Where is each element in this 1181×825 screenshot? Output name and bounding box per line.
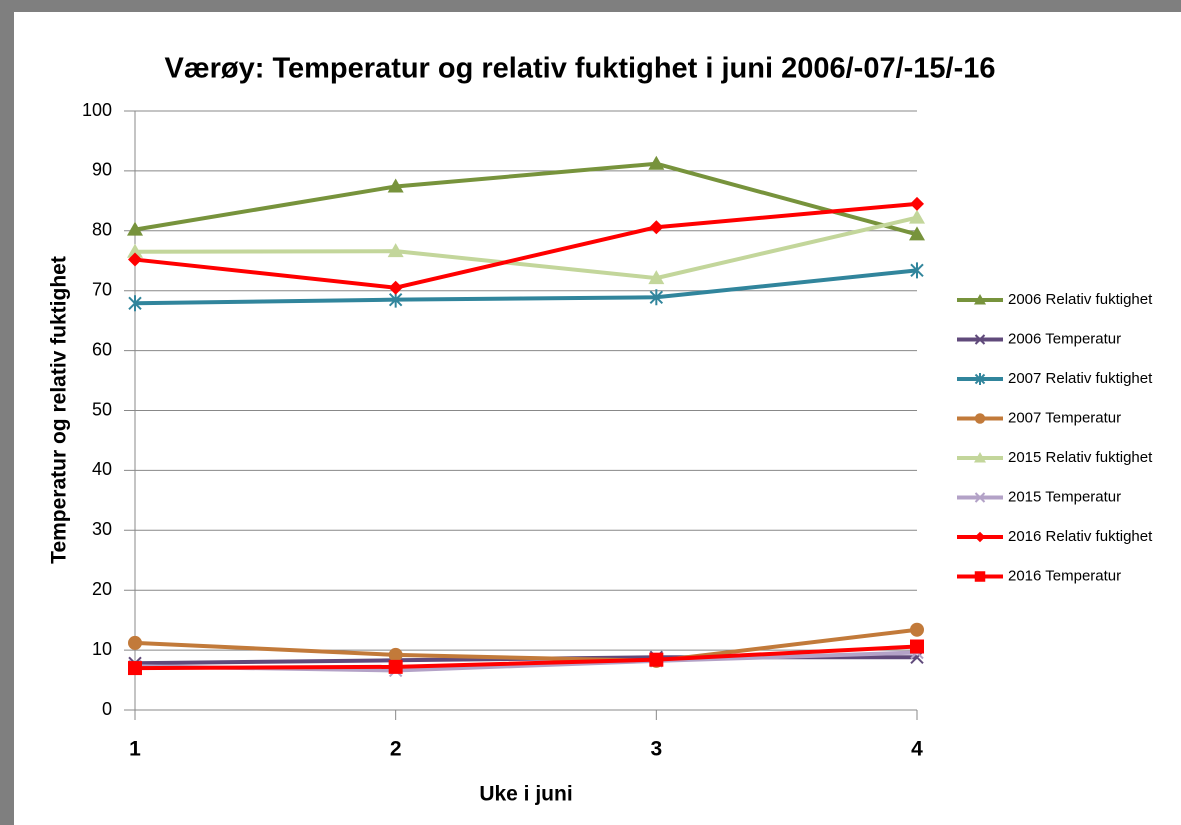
- x-tick-label: 2: [390, 738, 402, 761]
- series-line: [134, 161, 918, 237]
- legend-marker: [974, 531, 986, 543]
- series-line: [134, 627, 918, 663]
- legend-label: 2006 Temperatur: [1008, 330, 1121, 347]
- legend-label: 2007 Temperatur: [1008, 409, 1121, 426]
- data-point: [910, 639, 924, 654]
- legend-label: 2016 Temperatur: [1008, 567, 1121, 584]
- data-point: [649, 220, 664, 235]
- legend-label: 2016 Relativ fuktighet: [1008, 528, 1153, 545]
- y-tick-label: 30: [92, 519, 112, 539]
- data-point: [909, 209, 925, 224]
- x-tick-label: 1: [129, 738, 141, 761]
- y-tick-label: 60: [92, 339, 112, 359]
- y-tick-label: 100: [82, 100, 112, 120]
- legend-label: 2007 Relativ fuktighet: [1008, 370, 1153, 387]
- data-point: [910, 262, 924, 279]
- data-point: [127, 221, 143, 236]
- chart-title: Værøy: Temperatur og relativ fuktighet i…: [164, 53, 995, 85]
- x-axis-label: Uke i juni: [479, 783, 572, 806]
- chart: Værøy: Temperatur og relativ fuktighet i…: [14, 12, 1181, 825]
- data-point: [910, 622, 924, 637]
- series-line: [134, 215, 918, 281]
- data-point: [649, 652, 664, 667]
- data-point: [910, 196, 924, 211]
- data-point: [128, 635, 142, 650]
- y-tick-label: 70: [92, 279, 112, 299]
- y-axis-label: Temperatur og relativ fuktighet: [48, 256, 71, 564]
- y-tick-label: 40: [92, 459, 112, 479]
- y-tick-label: 0: [102, 699, 112, 719]
- series-line: [134, 201, 918, 290]
- y-tick-label: 90: [92, 160, 112, 180]
- legend-marker: [974, 373, 986, 385]
- series-line: [134, 268, 918, 306]
- legend-marker: [974, 571, 986, 582]
- legend-marker: [974, 492, 986, 503]
- data-point: [388, 280, 403, 295]
- x-tick-label: 3: [650, 738, 662, 761]
- legend-label: 2015 Temperatur: [1008, 488, 1121, 505]
- data-point: [387, 243, 404, 258]
- y-tick-label: 80: [92, 220, 112, 240]
- x-tick-label: 4: [911, 738, 923, 761]
- data-point: [388, 647, 403, 662]
- data-point: [128, 661, 142, 676]
- y-tick-label: 50: [92, 399, 112, 419]
- data-point: [648, 270, 665, 285]
- legend-label: 2015 Relativ fuktighet: [1008, 449, 1153, 466]
- legend-marker: [974, 294, 986, 305]
- data-point: [388, 659, 403, 674]
- y-tick-label: 10: [92, 639, 112, 659]
- data-point: [128, 252, 142, 267]
- legend-label: 2006 Relativ fuktighet: [1008, 291, 1153, 308]
- legend-marker: [974, 452, 986, 463]
- data-point: [909, 226, 925, 241]
- data-point: [128, 295, 142, 312]
- legend-marker: [974, 413, 986, 424]
- data-point: [387, 178, 404, 193]
- data-point: [649, 289, 664, 306]
- data-point: [648, 155, 665, 170]
- data-point: [127, 243, 143, 258]
- legend-marker: [974, 334, 986, 345]
- y-tick-label: 20: [92, 579, 112, 599]
- series-line: [134, 644, 918, 671]
